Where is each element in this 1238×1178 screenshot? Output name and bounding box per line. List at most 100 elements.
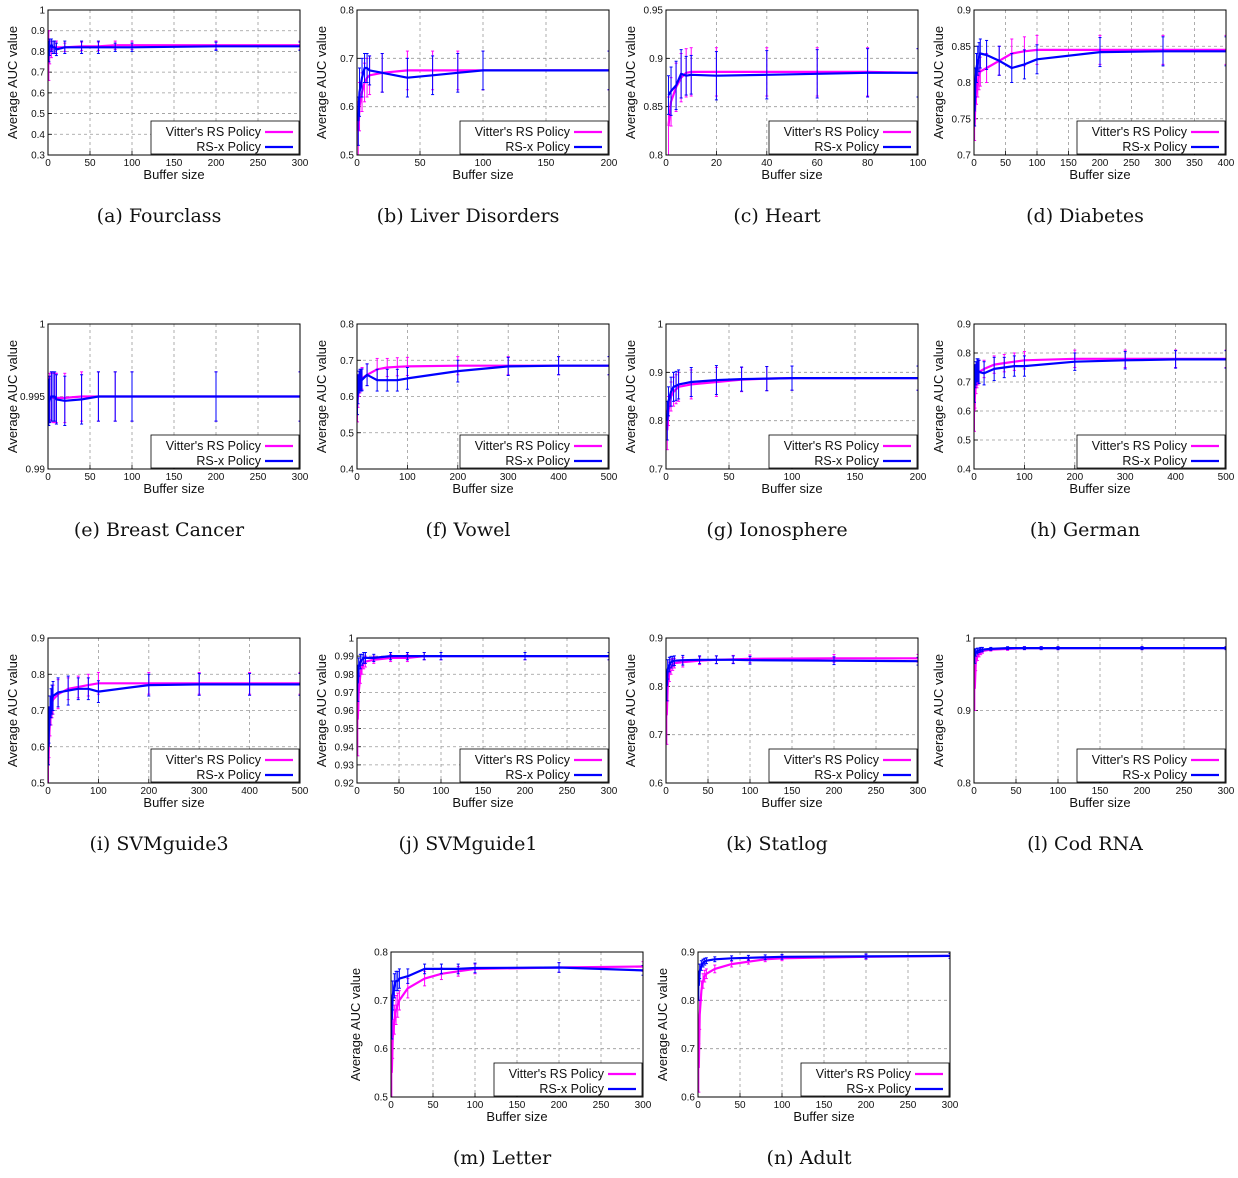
- chart-caption: (a) Fourclass: [96, 205, 222, 227]
- x-axis-label: Buffer size: [793, 1109, 854, 1124]
- y-tick-label: 0.9: [957, 706, 971, 717]
- y-tick-label: 0.8: [649, 682, 663, 693]
- y-axis-label: Average AUC value: [5, 340, 20, 453]
- x-tick-label: 200: [208, 472, 225, 483]
- x-axis-label: Buffer size: [1069, 167, 1130, 182]
- y-tick-label: 0.85: [952, 42, 972, 53]
- plot-area: [974, 646, 1226, 711]
- x-tick-label: 0: [354, 786, 360, 797]
- x-tick-label: 50: [414, 158, 426, 169]
- plot-area: [357, 652, 609, 757]
- legend-label: RS-x Policy: [196, 454, 261, 468]
- y-tick-label: 0.9: [681, 948, 695, 959]
- legend-label: RS-x Policy: [196, 140, 261, 154]
- legend-box: [459, 120, 609, 155]
- plot-frame: [47, 323, 301, 470]
- x-tick-label: 100: [433, 786, 450, 797]
- series-line: [357, 66, 609, 122]
- plot-frame: [665, 323, 919, 470]
- x-tick-label: 100: [742, 786, 759, 797]
- y-tick-label: 0.5: [31, 109, 45, 120]
- y-tick-label: 0.8: [957, 78, 971, 89]
- legend-label: Vitter's RS Policy: [1092, 125, 1188, 139]
- y-tick-label: 0.7: [957, 151, 971, 162]
- chart-caption: (g) Ionosphere: [706, 519, 848, 541]
- y-tick-label: 0.5: [31, 779, 45, 790]
- plot-frame: [665, 9, 919, 156]
- y-axis-label: Average AUC value: [623, 654, 638, 767]
- x-tick-label: 300: [910, 786, 927, 797]
- y-axis-label: Average AUC value: [5, 26, 20, 139]
- chart-caption: (n) Adult: [766, 1147, 852, 1169]
- series-line: [974, 358, 1226, 388]
- x-axis-label: Buffer size: [452, 167, 513, 182]
- y-tick-label: 0.5: [374, 1093, 388, 1104]
- plot-area: [666, 365, 918, 451]
- chart-caption: (h) German: [1029, 519, 1141, 541]
- x-tick-label: 0: [45, 158, 51, 169]
- y-tick-label: 0.92: [335, 779, 355, 790]
- plot-frame: [356, 323, 610, 470]
- x-tick-label: 0: [971, 472, 977, 483]
- y-tick-label: 0.7: [340, 54, 354, 65]
- x-tick-label: 200: [1092, 158, 1109, 169]
- legend-box: [150, 748, 300, 783]
- x-tick-label: 100: [774, 1100, 791, 1111]
- y-tick-label: 0.6: [31, 742, 45, 753]
- legend-label: RS-x Policy: [1122, 768, 1187, 782]
- x-tick-label: 50: [84, 472, 96, 483]
- chart-caption: (m) Letter: [452, 1147, 552, 1169]
- y-tick-label: 0.995: [20, 392, 45, 403]
- plot-area: [48, 371, 300, 426]
- y-tick-label: 0.5: [340, 151, 354, 162]
- legend-label: Vitter's RS Policy: [475, 753, 571, 767]
- y-tick-label: 0.8: [957, 779, 971, 790]
- y-tick-label: 0.6: [649, 779, 663, 790]
- y-tick-label: 0.95: [335, 724, 355, 735]
- plot-area: [667, 47, 918, 155]
- legend-label: RS-x Policy: [196, 768, 261, 782]
- y-tick-label: 0.9: [649, 634, 663, 645]
- x-axis-label: Buffer size: [452, 481, 513, 496]
- legend-label: RS-x Policy: [505, 140, 570, 154]
- x-tick-label: 250: [559, 786, 576, 797]
- y-axis-label: Average AUC value: [655, 968, 670, 1081]
- x-tick-label: 80: [862, 158, 874, 169]
- x-tick-label: 500: [601, 472, 618, 483]
- chart-caption: (f) Vowel: [425, 519, 511, 541]
- y-tick-label: 0.93: [335, 760, 355, 771]
- x-tick-label: 150: [538, 158, 555, 169]
- x-tick-label: 100: [467, 1100, 484, 1111]
- series-line: [357, 364, 609, 401]
- y-tick-label: 1: [39, 6, 45, 17]
- x-tick-label: 400: [241, 786, 258, 797]
- x-tick-label: 300: [1155, 158, 1172, 169]
- x-tick-label: 350: [1186, 158, 1203, 169]
- legend-box: [1076, 748, 1226, 783]
- chart-caption: (b) Liver Disorders: [376, 205, 560, 227]
- y-tick-label: 0.4: [31, 130, 45, 141]
- x-tick-label: 200: [208, 158, 225, 169]
- legend-box: [768, 434, 918, 469]
- x-tick-label: 200: [910, 472, 927, 483]
- y-tick-label: 0.6: [31, 88, 45, 99]
- y-tick-label: 0.85: [644, 102, 664, 113]
- series-line: [48, 683, 300, 747]
- y-tick-label: 1: [348, 634, 354, 645]
- x-tick-label: 200: [1134, 786, 1151, 797]
- x-tick-label: 300: [292, 472, 309, 483]
- legend-box: [1076, 120, 1226, 155]
- x-tick-label: 60: [812, 158, 824, 169]
- chart-caption: (l) Cod RNA: [1027, 833, 1143, 855]
- y-tick-label: 0.8: [31, 47, 45, 58]
- series-line: [974, 48, 1226, 127]
- series-line: [48, 395, 300, 403]
- x-tick-label: 150: [475, 786, 492, 797]
- legend-label: RS-x Policy: [1122, 454, 1187, 468]
- legend-label: RS-x Policy: [505, 454, 570, 468]
- y-axis-label: Average AUC value: [623, 340, 638, 453]
